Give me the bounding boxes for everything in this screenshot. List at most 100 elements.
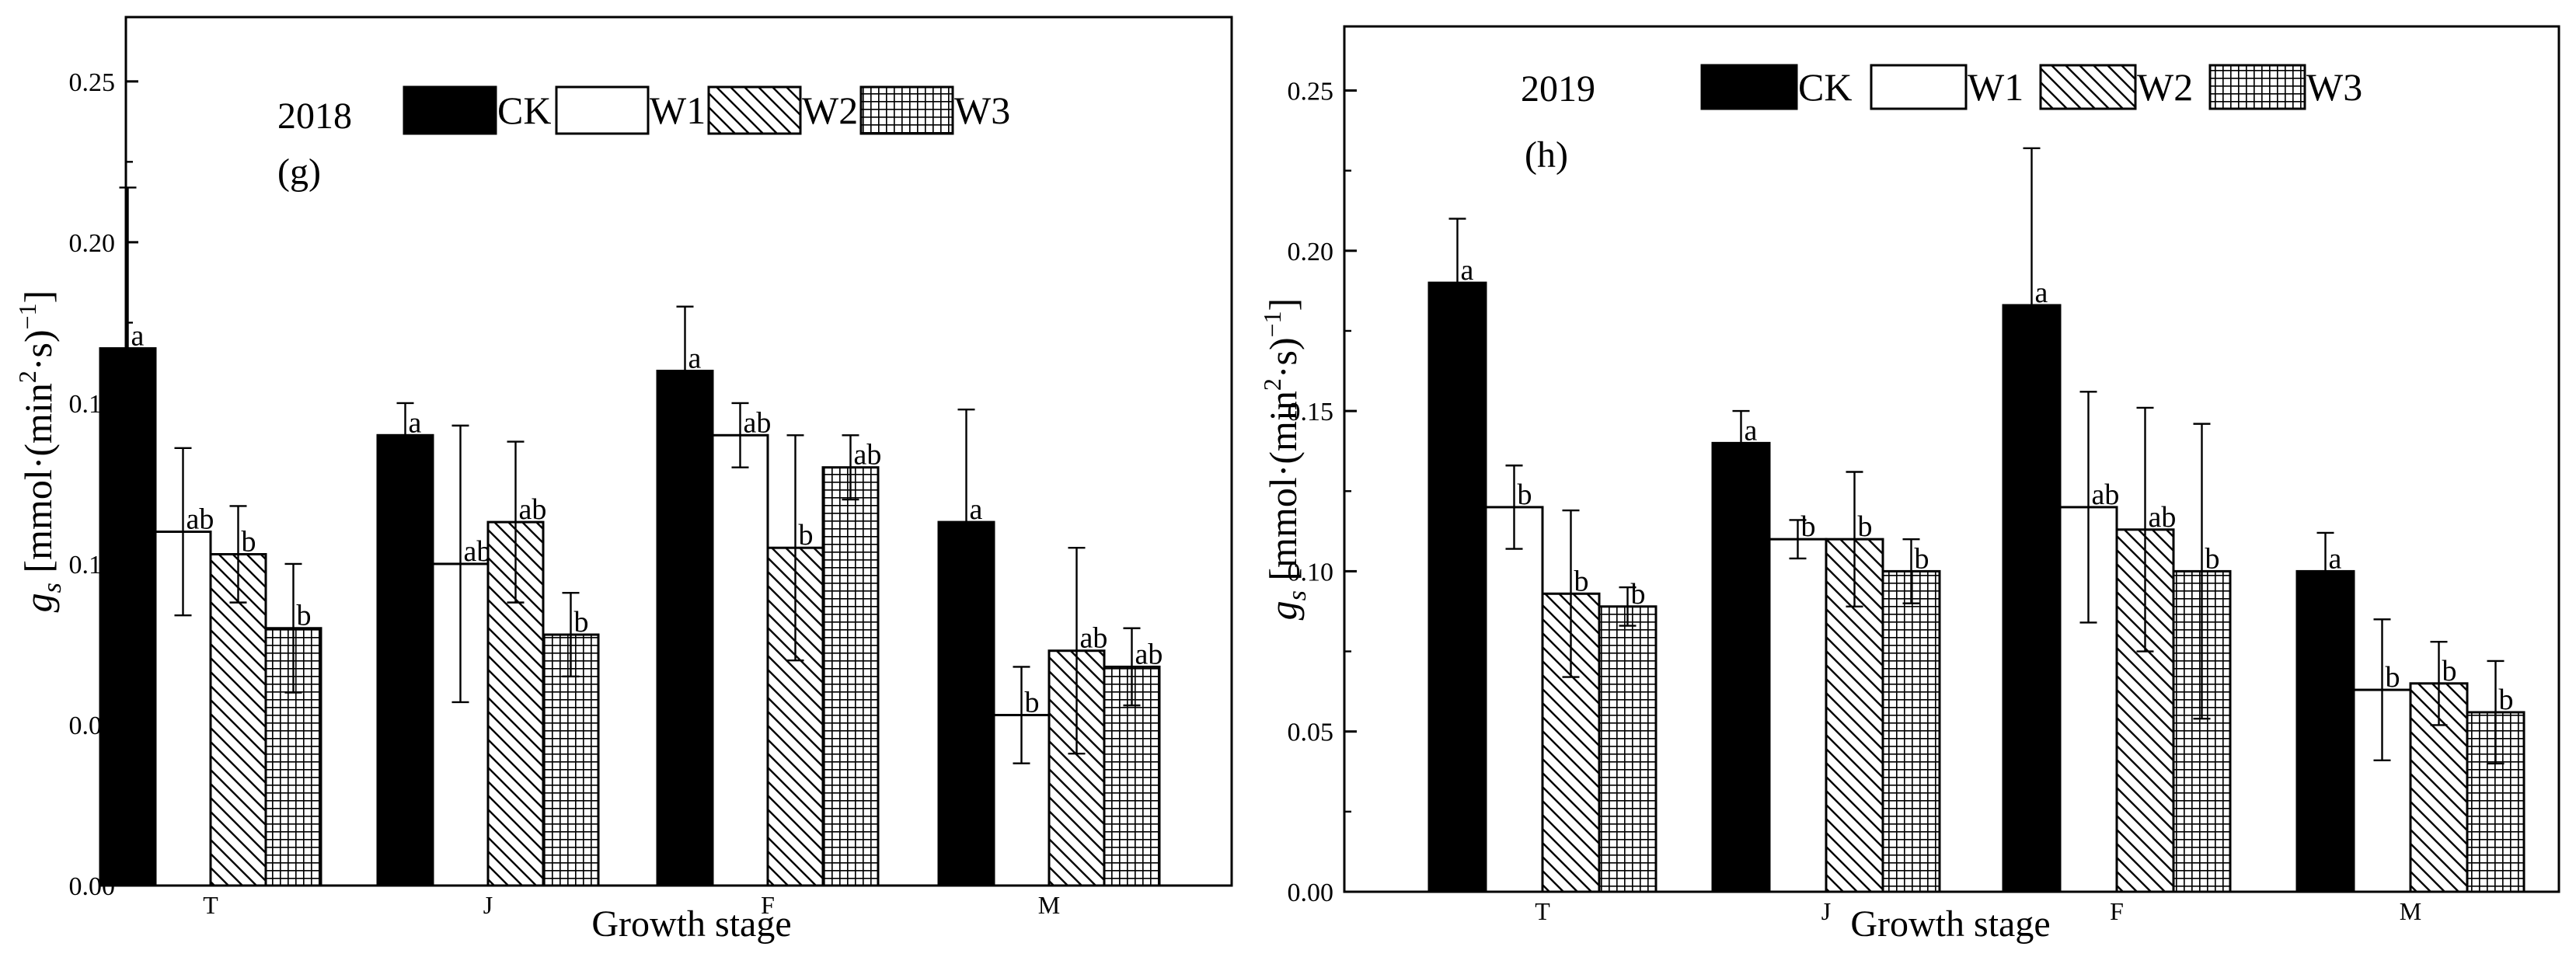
bar-w3-j — [1881, 569, 1941, 893]
significance-letter: b — [1915, 542, 1929, 575]
significance-letter: b — [1631, 578, 1646, 611]
legend-swatch-w3 — [859, 85, 954, 135]
legend-swatch-w2 — [707, 85, 802, 135]
x-tick-label: M — [1038, 891, 1060, 919]
legend-label-w1: W1 — [650, 89, 706, 132]
plot-frame — [1343, 25, 2560, 893]
bar-w2-t — [209, 553, 267, 887]
significance-letter: ab — [186, 503, 214, 536]
significance-letter: b — [1518, 479, 1532, 511]
y-tick-label: 0.20 — [1288, 238, 1334, 266]
panel-label: (g) — [277, 151, 321, 193]
y-tick-label: 0.00 — [1288, 879, 1334, 907]
y-axis-label-part: 2 — [1258, 378, 1286, 391]
significance-letter: b — [2386, 661, 2400, 694]
x-tick-label: J — [483, 891, 493, 919]
x-axis-label: Growth stage — [591, 903, 791, 945]
legend-label-w2: W2 — [2137, 65, 2193, 109]
bar-ck-f — [656, 369, 714, 887]
x-axis-label: Growth stage — [1850, 903, 2050, 945]
significance-letter: a — [131, 319, 145, 352]
legend-swatch-ck — [403, 85, 497, 135]
legend-label-w3: W3 — [2306, 65, 2362, 109]
significance-letter: b — [2205, 542, 2220, 575]
significance-letter: b — [1574, 565, 1589, 597]
bar-w2-t — [1541, 592, 1601, 893]
panel-label: (h) — [1525, 134, 1568, 176]
y-tick-label: 0.10 — [1288, 558, 1334, 586]
significance-letter: ab — [1080, 622, 1108, 655]
bar-ck-t — [1427, 281, 1487, 893]
bar-ck-m — [2295, 569, 2355, 893]
y-axis-label-part: −1 — [1258, 311, 1286, 337]
legend-label-w3: W3 — [954, 89, 1010, 132]
legend-label-w1: W1 — [1968, 65, 2024, 109]
significance-letter: ab — [744, 406, 772, 439]
y-axis-label-part: [mmol·(min — [1261, 391, 1305, 590]
y-axis-label-part: ] — [1261, 298, 1305, 311]
y-tick-label: 0.15 — [1288, 398, 1334, 426]
legend-label-w2: W2 — [802, 89, 858, 132]
bar-w1-j — [1768, 538, 1828, 893]
significance-letter: a — [688, 342, 702, 374]
significance-letter: ab — [2092, 479, 2120, 511]
significance-letter: b — [2442, 655, 2457, 687]
significance-letter: a — [2035, 277, 2048, 309]
significance-letter: b — [2499, 684, 2514, 716]
legend-swatch-w2 — [2039, 64, 2137, 110]
legend-label-ck: CK — [1798, 65, 1852, 109]
significance-letter: b — [1801, 510, 1816, 543]
significance-letter: ab — [519, 493, 547, 526]
y-tick-label: 0.25 — [1288, 78, 1334, 106]
y-axis-label-part: ] — [16, 291, 60, 304]
significance-letter: ab — [1135, 638, 1163, 670]
bar-w3-t — [1598, 605, 1657, 893]
significance-letter: a — [1461, 254, 1474, 287]
significance-letter: b — [574, 606, 589, 639]
x-tick-label: F — [2110, 897, 2124, 925]
significance-letter: a — [409, 406, 422, 439]
bar-ck-j — [376, 433, 434, 887]
significance-letter: a — [1745, 414, 1758, 447]
y-axis-label-part: 2 — [13, 371, 41, 383]
x-tick-label: F — [761, 891, 775, 919]
y-axis-label-part: ·s) — [16, 329, 60, 371]
legend-swatch-w3 — [2208, 64, 2306, 110]
x-tick-label: T — [203, 891, 218, 919]
y-axis-label-part: −1 — [13, 303, 41, 329]
significance-letter: b — [799, 519, 814, 552]
x-tick-label: M — [2400, 897, 2421, 925]
significance-letter: ab — [464, 535, 492, 568]
significance-letter: b — [297, 600, 312, 632]
significance-letter: b — [242, 526, 256, 559]
chart-panel-2018: 0.000.050.100.150.200.25T J F Maaaaabababbb… — [13, 16, 1233, 945]
bar-w1-t — [1484, 506, 1544, 893]
y-axis-label-part: ·s) — [1261, 337, 1305, 378]
y-axis-label-part: [mmol·(min — [16, 383, 60, 583]
significance-letter: ab — [854, 439, 882, 472]
bar-w3-f — [821, 466, 880, 887]
y-axis-label-part: s — [1283, 590, 1312, 600]
y-axis-label-part: g — [1261, 600, 1305, 620]
y-axis-label: gs [mmol·(min2·s)−1] — [1258, 298, 1312, 621]
significance-letter: b — [1025, 687, 1040, 719]
x-tick-label: T — [1535, 897, 1550, 925]
year-label: 2018 — [277, 96, 352, 137]
y-axis-label: gs [mmol·(min2·s)−1] — [13, 291, 67, 613]
year-label: 2019 — [1521, 68, 1595, 110]
y-axis-label-part: g — [16, 593, 60, 612]
legend-swatch-w1 — [1870, 64, 1968, 110]
legend-label-ck: CK — [497, 89, 551, 132]
bar-ck-j — [1711, 441, 1771, 893]
significance-letter: ab — [2149, 501, 2177, 534]
y-axis-label-part: s — [38, 583, 67, 593]
legend-swatch-w1 — [555, 85, 650, 135]
significance-letter: a — [2329, 542, 2342, 575]
y-tick-label: 0.25 — [69, 68, 116, 97]
significance-letter: b — [1858, 510, 1873, 543]
bar-w1-f — [711, 433, 769, 887]
legend-swatch-ck — [1700, 64, 1798, 110]
y-tick-label: 0.05 — [1288, 719, 1334, 747]
